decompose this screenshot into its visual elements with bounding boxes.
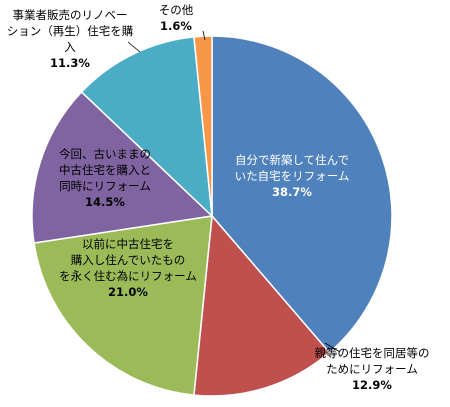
slice-label-line-3-2: 同時にリフォーム [59, 179, 151, 193]
slice-label-line-1-0: 親等の住宅を同居等の [315, 346, 430, 360]
slice-labels: 自分で新築して住んでいた自宅をリフォーム 38.7% 親等の住宅を同居等のためにリフ… [7, 3, 430, 392]
slice-label-0: 自分で新築して住んでいた自宅をリフォーム 38.7% [235, 153, 350, 199]
slice-value-5: 1.6% [160, 19, 192, 33]
slice-label-1: 親等の住宅を同居等のためにリフォーム 12.9% [315, 346, 430, 392]
leader-line-5 [202, 30, 206, 41]
slice-label-line-4-1: ション（再生）住宅を購 [7, 24, 134, 38]
slice-label-line-0-0: 自分で新築して住んで [235, 153, 349, 167]
leader-line-1 [324, 342, 341, 353]
pie-slice-0 [211, 35, 393, 354]
slice-label-line-2-1: 購入し住んでいたもの [71, 253, 185, 267]
slice-value-2: 21.0% [108, 285, 148, 299]
leader-line-4 [127, 41, 141, 53]
slice-value-4: 11.3% [50, 56, 90, 70]
pie-slice-4 [80, 36, 213, 218]
slice-label-line-1-1: ためにリフォーム [326, 362, 418, 376]
pie-slice-1 [193, 214, 331, 397]
slice-label-4: 事業者販売のリノベーション（再生）住宅を購入 11.3% [7, 8, 134, 70]
pie-slice-5 [193, 35, 213, 217]
slice-label-line-4-0: 事業者販売のリノベー [13, 8, 128, 22]
slice-value-0: 38.7% [272, 185, 312, 199]
slice-label-line-2-0: 以前に中古住宅を [82, 237, 174, 251]
slice-label-2: 以前に中古住宅を購入し住んでいたものを永く住む為にリフォーム 21.0% [59, 237, 197, 299]
slice-label-line-3-1: 中古住宅を購入と [59, 163, 151, 177]
pie-slice-3 [31, 90, 214, 244]
pie-slice-2 [33, 215, 213, 396]
slice-label-line-5-0: その他 [159, 3, 194, 17]
slice-label-line-2-2: を永く住む為にリフォーム [59, 269, 197, 283]
slice-label-line-0-1: いた自宅をリフォーム [235, 169, 350, 183]
slice-label-5: その他 1.6% [159, 3, 194, 33]
slice-label-line-4-2: 入 [64, 40, 76, 54]
leader-lines [127, 30, 341, 353]
slice-value-3: 14.5% [85, 195, 125, 209]
slice-value-1: 12.9% [352, 378, 392, 392]
slice-label-line-3-0: 今回、古いままの [59, 147, 151, 161]
slice-label-3: 今回、古いままの中古住宅を購入と同時にリフォーム 14.5% [59, 147, 151, 209]
pie-slices [31, 35, 393, 397]
